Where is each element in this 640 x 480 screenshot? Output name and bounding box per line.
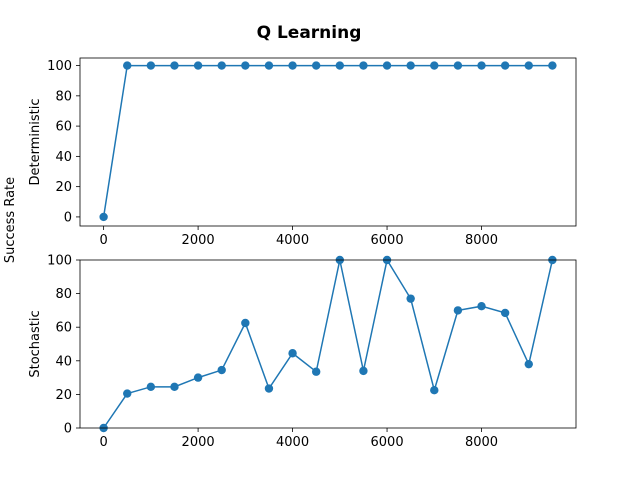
y-tick-label: 20 xyxy=(55,180,72,195)
series-line xyxy=(103,258,554,429)
data-point xyxy=(146,61,156,70)
y-tick-label: 60 xyxy=(55,120,72,135)
y-tick-label: 100 xyxy=(47,59,72,74)
shared-y-axis-label: Success Rate xyxy=(3,177,18,263)
x-tick-label: 2000 xyxy=(182,435,215,450)
series-line xyxy=(102,64,553,218)
figure-title: Q Learning xyxy=(257,23,362,43)
data-point xyxy=(500,61,510,70)
data-point xyxy=(288,349,297,358)
data-point xyxy=(123,61,132,70)
data-point xyxy=(335,61,345,70)
x-tick-label: 0 xyxy=(99,233,107,248)
data-point xyxy=(359,366,368,376)
y-tick-label: 20 xyxy=(55,388,72,403)
x-tick-label: 4000 xyxy=(276,435,309,450)
data-point xyxy=(193,61,203,70)
data-point xyxy=(453,306,463,315)
data-point xyxy=(548,61,557,70)
y-tick-label: 100 xyxy=(47,254,72,269)
x-tick-label: 0 xyxy=(99,435,107,450)
axes-frame xyxy=(79,57,577,227)
subplots: 0 2000 4000 6000 8000020406080100Determinist… xyxy=(28,57,577,450)
x-tick-label: 6000 xyxy=(371,435,404,450)
data-point xyxy=(359,61,368,70)
y-axis-label: Deterministic xyxy=(28,99,43,186)
data-point xyxy=(123,389,132,398)
subplot-1: 0 2000 4000 6000 8000 0 20 40 60 80 100 Determinist… xyxy=(28,57,577,248)
x-tick-label: 8000 xyxy=(465,233,498,248)
data-point xyxy=(430,386,439,395)
data-point xyxy=(500,308,510,318)
data-point xyxy=(193,373,203,382)
data-point xyxy=(170,382,179,392)
data-point xyxy=(217,365,226,375)
data-point xyxy=(241,318,250,328)
data-point xyxy=(264,384,274,393)
data-point xyxy=(524,61,533,70)
data-point xyxy=(241,61,250,70)
x-tick-label: 4000 xyxy=(276,233,309,248)
y-axis-label: Stochastic xyxy=(28,310,43,377)
subplot-2: 0 2000 4000 6000 8000 0 20 40 60 80 100 Stochastic xyxy=(28,254,577,450)
y-tick-label: 60 xyxy=(55,321,72,336)
data-point xyxy=(453,61,463,70)
y-tick-label: 40 xyxy=(55,150,72,165)
data-point xyxy=(170,61,179,70)
y-tick-label: 0 xyxy=(64,210,72,225)
data-point xyxy=(382,61,392,70)
data-point xyxy=(430,61,439,70)
data-point xyxy=(311,367,321,376)
data-point xyxy=(311,61,321,70)
data-point xyxy=(524,359,533,369)
data-point xyxy=(288,61,297,70)
data-point xyxy=(406,61,415,70)
y-tick-label: 80 xyxy=(55,89,72,104)
data-point xyxy=(217,61,226,70)
data-point xyxy=(99,212,108,222)
y-tick-label: 40 xyxy=(55,354,72,369)
x-tick-label: 2000 xyxy=(182,233,215,248)
data-point xyxy=(477,302,486,311)
axes-frame xyxy=(79,259,577,429)
data-point xyxy=(146,382,156,392)
y-tick-label: 80 xyxy=(55,287,72,302)
x-tick-label: 6000 xyxy=(371,233,404,248)
data-point xyxy=(406,294,415,303)
data-point xyxy=(264,61,274,70)
y-tick-label: 0 xyxy=(64,422,72,437)
x-tick-label: 8000 xyxy=(465,435,498,450)
data-point xyxy=(477,61,486,70)
